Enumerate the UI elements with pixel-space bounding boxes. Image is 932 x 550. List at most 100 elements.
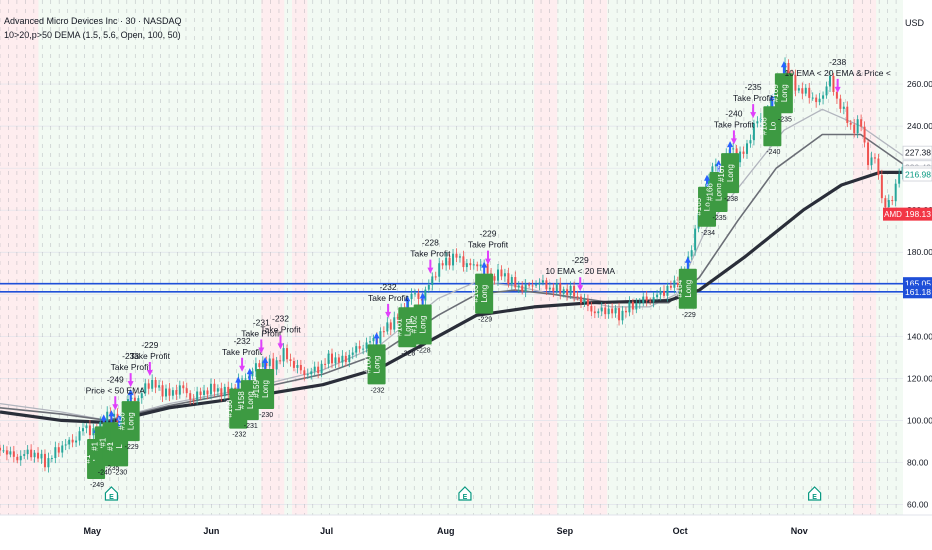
entry-arrow-#158[interactable] (246, 368, 253, 385)
entry-arrow-#162[interactable] (419, 292, 426, 309)
candle-body (203, 390, 206, 395)
entry-arrow-#164[interactable] (684, 256, 691, 273)
exit-arrow[interactable] (577, 277, 584, 292)
bg-red-zone (584, 0, 608, 515)
candle-body (54, 447, 57, 459)
candle-body (19, 455, 22, 461)
exit-arrow[interactable] (834, 78, 841, 93)
candle-body (223, 386, 226, 397)
candle-body (552, 287, 555, 292)
price-tag-198.13: 198.13 (905, 209, 931, 219)
entry-arrow-#168[interactable] (769, 94, 776, 111)
candle-body (275, 360, 278, 370)
horizontal-lines (0, 282, 903, 293)
candle-body (455, 253, 458, 258)
candle-body (714, 164, 717, 167)
trade-box-#168[interactable] (763, 106, 782, 147)
earnings-letter: E (109, 494, 114, 501)
candle-body (804, 87, 807, 94)
exit-reason: Take Profit (260, 324, 301, 334)
trade-box-#161[interactable] (398, 307, 417, 348)
exit-arrow[interactable] (112, 396, 119, 411)
candle-body (213, 383, 216, 392)
entry-arrow-#163[interactable] (481, 261, 488, 278)
candle-body (92, 428, 95, 436)
entry-arrow-#169[interactable] (780, 61, 787, 78)
trade-box-#156[interactable] (121, 401, 140, 442)
trade-id: #165 (694, 197, 703, 215)
trade-box-#167[interactable] (721, 153, 740, 194)
exit-arrow[interactable] (385, 303, 392, 318)
candle-body (427, 285, 430, 290)
trade-box-#159[interactable] (256, 368, 275, 409)
trade-id: #162 (410, 315, 419, 333)
trade-label: Long (127, 412, 136, 430)
exit-reason: Take Profit (241, 329, 282, 339)
entry-arrow-#165[interactable] (704, 174, 711, 191)
exit-pnl: -229 (572, 255, 589, 265)
entry-arrow-#160[interactable] (373, 332, 380, 349)
entry-arrow-#1[interactable] (108, 410, 115, 427)
entry-arrow-#1[interactable] (116, 414, 123, 431)
candle-body (106, 411, 109, 427)
currency-label[interactable]: USD (904, 18, 924, 28)
exit-arrow[interactable] (750, 104, 757, 119)
trade-id: #159 (252, 380, 261, 398)
candle-body (562, 289, 565, 294)
exit-arrow[interactable] (277, 335, 284, 350)
candle-body (286, 348, 289, 360)
entry-arrow-#167[interactable] (727, 141, 734, 158)
exit-arrow[interactable] (127, 373, 134, 388)
trade-box-#169[interactable] (774, 73, 793, 114)
candle-body (313, 366, 316, 372)
candle-body (524, 284, 527, 292)
candle-body (590, 306, 593, 312)
exit-arrow[interactable] (146, 361, 153, 376)
exit-reason: Take Profit (714, 119, 755, 129)
candle-body (317, 366, 320, 374)
entry-arrow-#161[interactable] (404, 295, 411, 312)
entry-arrow-#150[interactable] (235, 376, 242, 393)
exit-arrow[interactable] (239, 357, 246, 372)
trade-box-#163[interactable] (475, 273, 494, 314)
trade-markers[interactable]: L#1-249L#1-240L#1-235L#1-230Long#156-229… (83, 61, 793, 489)
candle-body (707, 178, 710, 189)
entry-arrow-#156[interactable] (127, 389, 134, 406)
exit-arrow[interactable] (485, 250, 492, 265)
candle-body (306, 374, 309, 376)
trade-label: Lo (703, 202, 712, 211)
price-tag-165.05: 165.05 (905, 279, 931, 289)
candle-body (742, 151, 745, 154)
candle-body (303, 370, 306, 375)
candle-body (272, 358, 275, 370)
trade-id: #160 (364, 355, 373, 373)
trade-box-#164[interactable] (678, 268, 697, 309)
candle-body (57, 447, 60, 453)
exit-arrow[interactable] (427, 259, 434, 274)
exit-pnl: -238 (829, 57, 846, 67)
trade-label: Long (419, 316, 428, 334)
entry-arrow-#166[interactable] (715, 160, 722, 177)
candle-body (30, 449, 33, 458)
background-session-shading (0, 0, 903, 515)
trade-box-#160[interactable] (367, 344, 386, 385)
exit-pnl: -235 (745, 82, 762, 92)
earnings-icon[interactable] (458, 486, 472, 501)
indicator-label[interactable]: 10>20,p>50 DEMA (1.5, 5.6, Open, 100, 50… (4, 30, 181, 40)
candle-body (144, 383, 147, 394)
trade-box-#158[interactable] (240, 380, 259, 421)
time-axis[interactable]: May Jun Jul Aug Sep Oct Nov (83, 526, 807, 536)
candle-body (476, 264, 479, 267)
exit-arrow[interactable] (730, 130, 737, 145)
entry-arrow-#159[interactable] (262, 356, 269, 373)
trade-box-#162[interactable] (413, 304, 432, 345)
candle-body (261, 361, 264, 368)
earnings-icon[interactable] (808, 486, 822, 501)
trade-label-group: Long#160 (364, 355, 382, 373)
y-tick-label: 120.00 (907, 373, 932, 383)
exit-arrow[interactable] (258, 339, 265, 354)
earnings-icon[interactable] (104, 486, 119, 501)
